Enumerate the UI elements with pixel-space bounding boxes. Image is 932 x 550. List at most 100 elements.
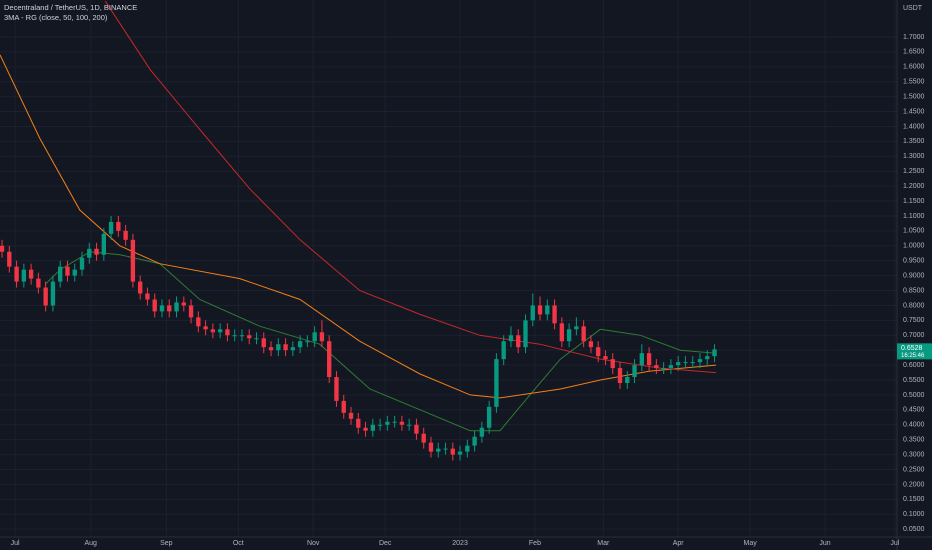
candle-body: [36, 278, 41, 288]
indicator-label: 3MA - RG (close, 50, 100, 200): [4, 13, 108, 22]
candle-body: [167, 305, 172, 312]
x-tick-label: 2023: [452, 540, 468, 547]
candle-body: [203, 326, 208, 330]
candle-body: [305, 341, 310, 343]
moving-average-line: [44, 251, 717, 432]
candle-body: [268, 347, 274, 351]
candle-body: [450, 448, 455, 455]
candle-body: [625, 377, 630, 383]
x-tick-label: Feb: [529, 540, 541, 547]
last-price-label: 0.6528: [901, 345, 923, 352]
y-tick-label: 0.8000: [903, 302, 925, 309]
countdown-label: 16:25:46: [901, 353, 925, 359]
candle-body: [646, 353, 652, 366]
candle-body: [0, 245, 5, 252]
candle-body: [87, 248, 92, 258]
y-tick-label: 0.7000: [903, 332, 925, 339]
candle-body: [552, 305, 557, 324]
x-tick-label: Jul: [890, 540, 899, 547]
candle-body: [486, 406, 492, 428]
candle-body: [697, 359, 703, 363]
candle-body: [566, 329, 572, 342]
candle-body: [254, 338, 259, 340]
candle-body: [94, 248, 99, 255]
x-tick-label: Oct: [233, 540, 244, 547]
candle-body: [319, 332, 325, 342]
candle-body: [43, 287, 48, 306]
candle-body: [406, 424, 412, 426]
candle-body: [137, 281, 143, 294]
candle-body: [508, 335, 514, 342]
candle-body: [385, 421, 390, 425]
y-tick-label: 1.5000: [903, 93, 925, 100]
candle-body: [443, 448, 448, 450]
x-tick-label: Mar: [597, 540, 610, 547]
y-tick-label: 0.5000: [903, 392, 925, 399]
y-tick-label: 0.4000: [903, 422, 925, 429]
candle-body: [661, 368, 666, 370]
y-tick-label: 1.0000: [903, 243, 925, 250]
candle-body: [537, 305, 543, 315]
candle-body: [363, 427, 368, 431]
candle-body: [101, 233, 106, 255]
candle-body: [261, 338, 266, 348]
candle-body: [356, 418, 361, 428]
candle-body: [188, 305, 194, 318]
candle-body: [7, 251, 12, 267]
candle-body: [428, 442, 434, 452]
candle-body: [21, 269, 27, 282]
candle-body: [334, 377, 339, 401]
candle-body: [130, 239, 136, 282]
candle-body: [414, 424, 419, 434]
candle-body: [152, 299, 157, 312]
candle-body: [617, 368, 623, 383]
y-tick-label: 1.2000: [903, 183, 925, 190]
candle-body: [377, 424, 383, 426]
candle-body: [705, 356, 710, 360]
candle-body: [247, 335, 252, 339]
candle-body: [196, 317, 201, 327]
y-tick-label: 0.6000: [903, 362, 925, 369]
candle-body: [494, 359, 499, 407]
chart-title: Decentraland / TetherUS, 1D, BINANCE: [4, 3, 137, 12]
y-tick-label: 0.8500: [903, 287, 925, 294]
candle-body: [457, 451, 463, 455]
candle-body: [327, 341, 332, 378]
plot-area: [0, 0, 717, 461]
candle-body: [79, 257, 85, 270]
y-tick-label: 1.7000: [903, 34, 925, 41]
candle-body: [276, 344, 281, 351]
axes: 1.7000 1.6500 1.6000 1.5500 1.5000 1.4500 1.40…: [11, 34, 932, 547]
candle-body: [174, 302, 179, 312]
candle-body: [654, 365, 659, 369]
candle-body: [675, 362, 681, 366]
last-price-box: [897, 343, 932, 360]
candle-body: [283, 344, 288, 351]
candle-body: [690, 362, 695, 364]
x-tick-label: Jul: [11, 540, 20, 547]
candle-body: [297, 341, 303, 348]
moving-average-line: [0, 54, 717, 399]
candle-body: [465, 445, 470, 452]
candle-body: [610, 359, 615, 369]
y-tick-label: 0.5500: [903, 377, 925, 384]
candle-body: [581, 326, 586, 342]
x-tick-label: Apr: [673, 540, 685, 547]
candle-body: [683, 362, 688, 364]
candle-body: [399, 421, 405, 425]
y-tick-label: 1.4000: [903, 123, 925, 130]
y-tick-label: 1.1000: [903, 213, 925, 220]
y-tick-label: 0.0500: [903, 526, 925, 533]
candle-body: [159, 305, 165, 312]
candle-body: [472, 436, 477, 446]
candle-body: [516, 335, 521, 348]
candle-body: [290, 347, 296, 351]
candle-body: [632, 365, 637, 378]
candle-body: [65, 266, 70, 276]
candle-body: [574, 326, 579, 330]
y-tick-label: 0.2500: [903, 466, 925, 473]
candle-body: [392, 421, 397, 423]
candle-body: [668, 365, 674, 369]
candle-body: [479, 427, 485, 437]
